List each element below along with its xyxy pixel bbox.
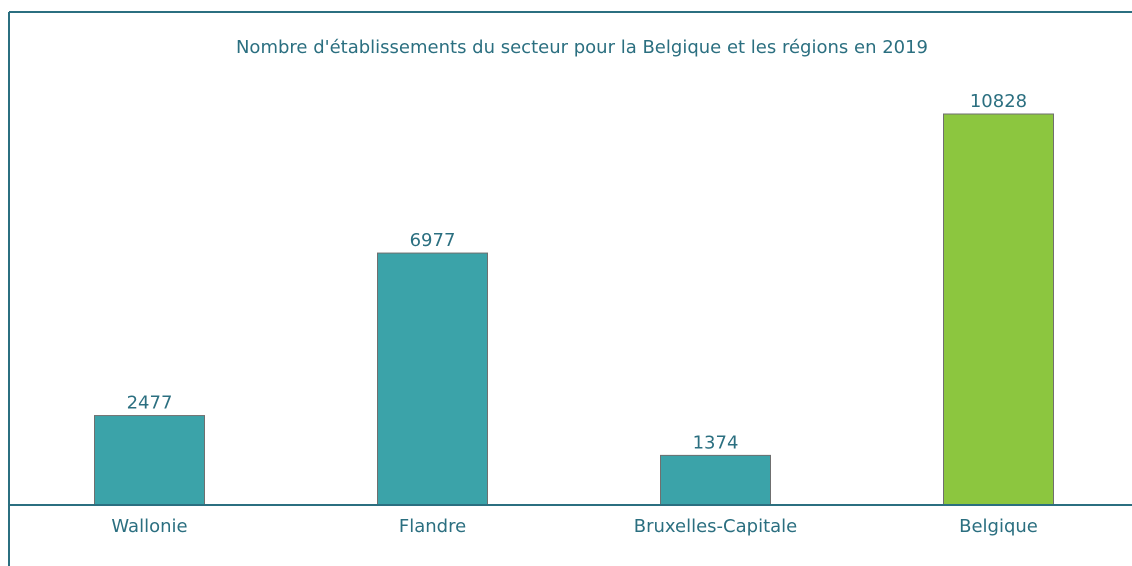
bar bbox=[943, 113, 1054, 506]
value-label: 6977 bbox=[410, 230, 456, 251]
chart-title: Nombre d'établissements du secteur pour … bbox=[236, 37, 928, 58]
value-label: 1374 bbox=[693, 432, 739, 453]
x-tick-label: Wallonie bbox=[111, 516, 187, 537]
bar bbox=[660, 454, 771, 506]
value-label: 2477 bbox=[127, 393, 173, 414]
x-tick-label: Bruxelles-Capitale bbox=[634, 516, 797, 537]
x-tick-label: Belgique bbox=[959, 516, 1038, 537]
value-label: 10828 bbox=[970, 91, 1027, 112]
x-tick-label: Flandre bbox=[399, 516, 466, 537]
bar bbox=[377, 252, 488, 506]
bar bbox=[94, 415, 205, 506]
